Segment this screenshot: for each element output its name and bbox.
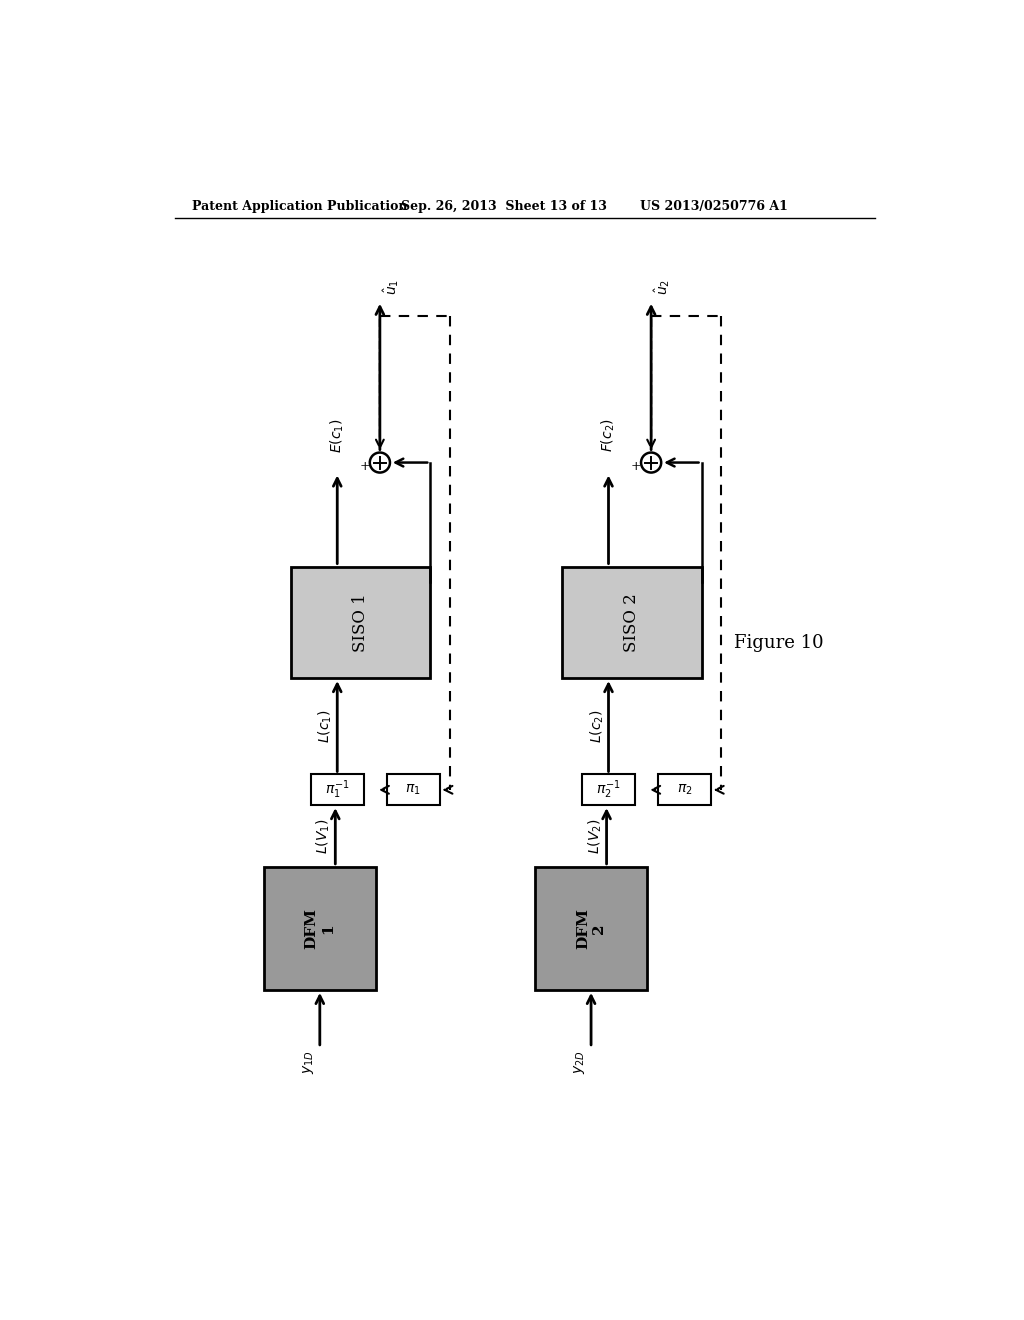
Text: $y_{1D}$: $y_{1D}$ [301, 1049, 315, 1073]
Text: Patent Application Publication: Patent Application Publication [191, 199, 408, 213]
Text: SISO 1: SISO 1 [352, 593, 369, 652]
Text: $\pi_2^{-1}$: $\pi_2^{-1}$ [596, 779, 621, 801]
Text: $\pi_1^{-1}$: $\pi_1^{-1}$ [325, 779, 349, 801]
Bar [263, 867, 376, 990]
Text: DFM
2: DFM 2 [575, 908, 606, 949]
Bar [311, 775, 364, 805]
Text: $y_{2D}$: $y_{2D}$ [572, 1049, 587, 1073]
Text: $L(V_1)$: $L(V_1)$ [315, 818, 333, 854]
Text: DFM
1: DFM 1 [305, 908, 335, 949]
Text: $\pi_2$: $\pi_2$ [677, 783, 692, 797]
Text: $\pi_1$: $\pi_1$ [406, 783, 421, 797]
Bar [562, 566, 701, 678]
Bar [658, 775, 711, 805]
Text: $F(c_2)$: $F(c_2)$ [600, 418, 617, 453]
Text: $\hat{u}_2$: $\hat{u}_2$ [652, 279, 672, 296]
Text: $L(c_2)$: $L(c_2)$ [588, 710, 605, 743]
Text: $L(V_2)$: $L(V_2)$ [586, 818, 603, 854]
Text: Sep. 26, 2013  Sheet 13 of 13: Sep. 26, 2013 Sheet 13 of 13 [400, 199, 606, 213]
Text: $L(c_1)$: $L(c_1)$ [316, 710, 334, 743]
Text: US 2013/0250776 A1: US 2013/0250776 A1 [640, 199, 787, 213]
Text: +: + [359, 459, 371, 473]
Text: Figure 10: Figure 10 [734, 635, 824, 652]
Text: $E(c_1)$: $E(c_1)$ [329, 418, 346, 453]
Circle shape [370, 453, 390, 473]
Text: +: + [631, 459, 642, 473]
Bar [583, 775, 635, 805]
Text: $\hat{u}_1$: $\hat{u}_1$ [381, 279, 400, 296]
Text: SISO 2: SISO 2 [624, 593, 640, 652]
Bar [535, 867, 647, 990]
Bar [291, 566, 430, 678]
Circle shape [641, 453, 662, 473]
Bar [387, 775, 439, 805]
